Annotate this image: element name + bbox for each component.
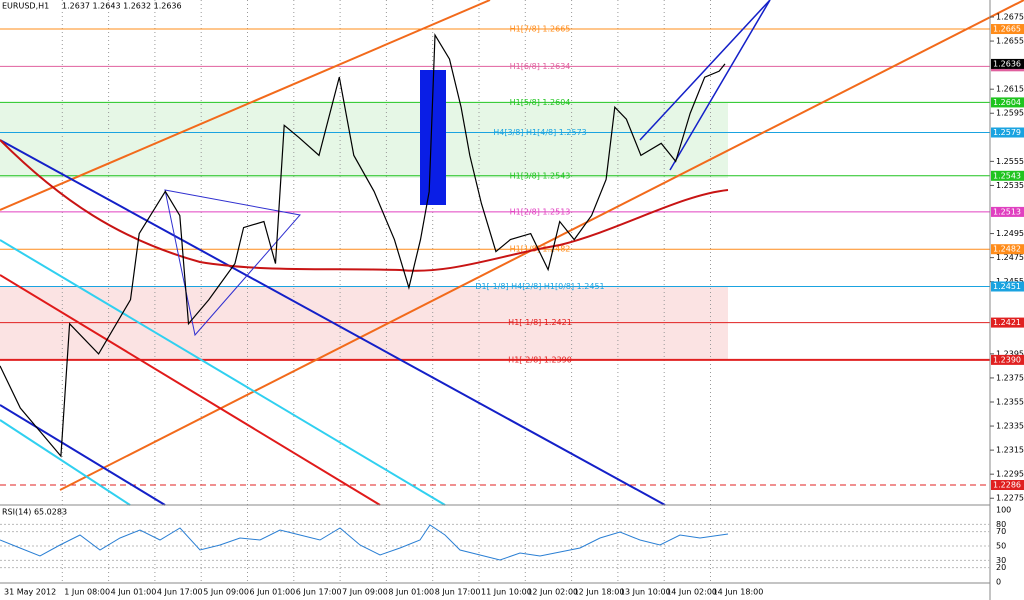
level-tag	[991, 127, 1024, 138]
price-line	[0, 33, 726, 458]
trend-line	[0, 274, 381, 506]
level-tag	[991, 206, 1024, 217]
level-tag	[991, 281, 1024, 292]
time-label: 7 Jun 09:00	[342, 588, 388, 597]
trend-line	[669, 0, 771, 171]
chart-ohlc: 1.2637 1.2643 1.2632 1.2636	[62, 2, 182, 11]
rsi-tick-label: 20	[996, 563, 1006, 572]
level-tag-label: 1.2513	[993, 207, 1021, 216]
trend-line	[0, 239, 446, 506]
channel-line	[0, 0, 491, 211]
time-label: 4 Jun 01:00	[111, 588, 157, 597]
level-label: H1[-1/8] 1.2421	[508, 318, 572, 327]
level-tag-label: 1.2390	[993, 355, 1021, 364]
rsi-tick-label: 50	[996, 542, 1006, 551]
level-label: H1[6/8] 1.2634	[510, 62, 571, 71]
level-label: D1[-1/8] H4[2/8] H1[0/8] 1.2451	[475, 282, 604, 291]
price-tick-label: 1.2375	[996, 373, 1024, 382]
rsi-tick-label: 30	[996, 556, 1006, 565]
level-tag-label: 1.2451	[993, 282, 1021, 291]
level-label: H1[5/8] 1.2604	[510, 98, 571, 107]
time-label: 31 May 2012	[4, 588, 56, 597]
level-tag-label: 1.2286	[993, 481, 1021, 490]
price-tick-label: 1.2615	[996, 85, 1024, 94]
price-tick-label: 1.2315	[996, 446, 1024, 455]
rsi-tick-label: 0	[996, 578, 1001, 587]
rsi-line	[0, 524, 729, 561]
trend-line	[639, 0, 771, 141]
level-label: H1[3/8] 1.2543	[510, 171, 571, 180]
time-label: 8 Jun 17:00	[435, 588, 481, 597]
price-tick-label: 1.2595	[996, 109, 1024, 118]
price-tick-label: 1.2675	[996, 13, 1024, 22]
time-label: 5 Jun 09:00	[203, 588, 249, 597]
price-tick-label: 1.2555	[996, 157, 1024, 166]
time-label: 4 Jun 17:00	[157, 588, 203, 597]
level-tag	[991, 170, 1024, 181]
level-label: H1[-2/8] 1.2390	[508, 355, 572, 364]
level-label: H1[2/8] 1.2513	[510, 207, 571, 216]
time-label: 14 Jun 02:00	[666, 588, 717, 597]
green-zone	[0, 103, 728, 178]
current-tag	[991, 58, 1024, 69]
time-label: 6 Jun 01:00	[250, 588, 296, 597]
price-tick-label: 1.2355	[996, 397, 1024, 406]
current-tag-label: 1.2636	[993, 59, 1021, 68]
time-label: 12 Jun 02:00	[527, 588, 578, 597]
time-label: 14 Jun 18:00	[713, 588, 764, 597]
level-label: H1[7/8] 1.2665	[510, 25, 571, 34]
time-label: 1 Jun 08:00	[64, 588, 110, 597]
price-tick-label: 1.2535	[996, 181, 1024, 190]
trend-line	[0, 419, 131, 506]
level-tag	[991, 244, 1024, 255]
price-tick-label: 1.2655	[996, 37, 1024, 46]
moving-average	[0, 139, 729, 272]
price-tick-label: 1.2495	[996, 229, 1024, 238]
price-tick-label: 1.2335	[996, 422, 1024, 431]
time-label: 8 Jun 01:00	[388, 588, 434, 597]
trend-line	[0, 139, 666, 506]
time-label: 11 Jun 10:00	[481, 588, 532, 597]
price-tick-label: 1.2395	[996, 349, 1024, 358]
rsi-tick-label: 100	[996, 506, 1011, 515]
level-tag-label: 1.2482	[993, 245, 1021, 254]
trend-lines	[0, 0, 1024, 506]
level-tag	[991, 354, 1024, 365]
level-label: H4[3/8] H1[4/8] 1.2573	[493, 128, 587, 137]
level-tag	[991, 480, 1024, 491]
price-tick-label: 1.2275	[996, 494, 1024, 503]
level-tag-label: 1.2543	[993, 171, 1021, 180]
pink-zone	[0, 287, 728, 360]
levels: H1[7/8] 1.2665 H1[6/8] 1.2634 H1[5/8] 1.26…	[0, 25, 990, 486]
level-tag	[991, 97, 1024, 108]
price-tick-label: 1.2295	[996, 470, 1024, 479]
trend-line	[0, 404, 166, 506]
rsi-tick-label: 70	[996, 527, 1006, 536]
level-tag	[991, 24, 1024, 35]
level-tag	[991, 317, 1024, 328]
price-axis: 1.2675 1.2655 1.2615 1.2595 1.2555 1.2535 1.24…	[990, 13, 1024, 503]
level-tag-label: 1.2421	[993, 318, 1021, 327]
time-label: 6 Jun 17:00	[296, 588, 342, 597]
level-tag-label: 1.2665	[993, 25, 1021, 34]
time-label: 13 Jun 10:00	[620, 588, 671, 597]
level-tag-label: 1.2604	[993, 98, 1021, 107]
time-label: 12 Jun 18:00	[574, 588, 625, 597]
rsi-tick-label: 80	[996, 520, 1006, 529]
triangle	[164, 189, 301, 337]
chart-symbol: EURUSD,H1	[2, 2, 49, 11]
rsi-title: RSI(14) 65.0283	[2, 508, 67, 517]
price-tick-label: 1.2475	[996, 253, 1024, 262]
level-tag-label: 1.2579	[993, 128, 1021, 137]
